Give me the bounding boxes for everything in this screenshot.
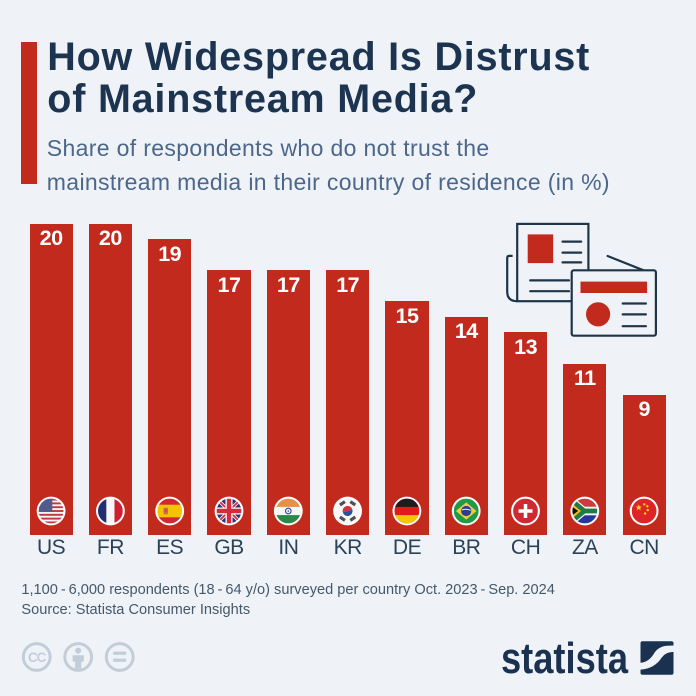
svg-text:CC: CC [28, 650, 47, 665]
svg-text:statista: statista [501, 636, 628, 678]
